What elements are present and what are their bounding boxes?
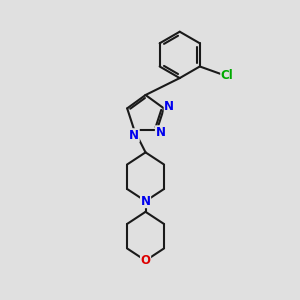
Text: N: N — [140, 195, 151, 208]
Text: O: O — [140, 254, 151, 267]
Text: Cl: Cl — [221, 69, 233, 82]
Text: N: N — [155, 126, 166, 139]
Text: N: N — [164, 100, 174, 113]
Text: N: N — [129, 129, 139, 142]
